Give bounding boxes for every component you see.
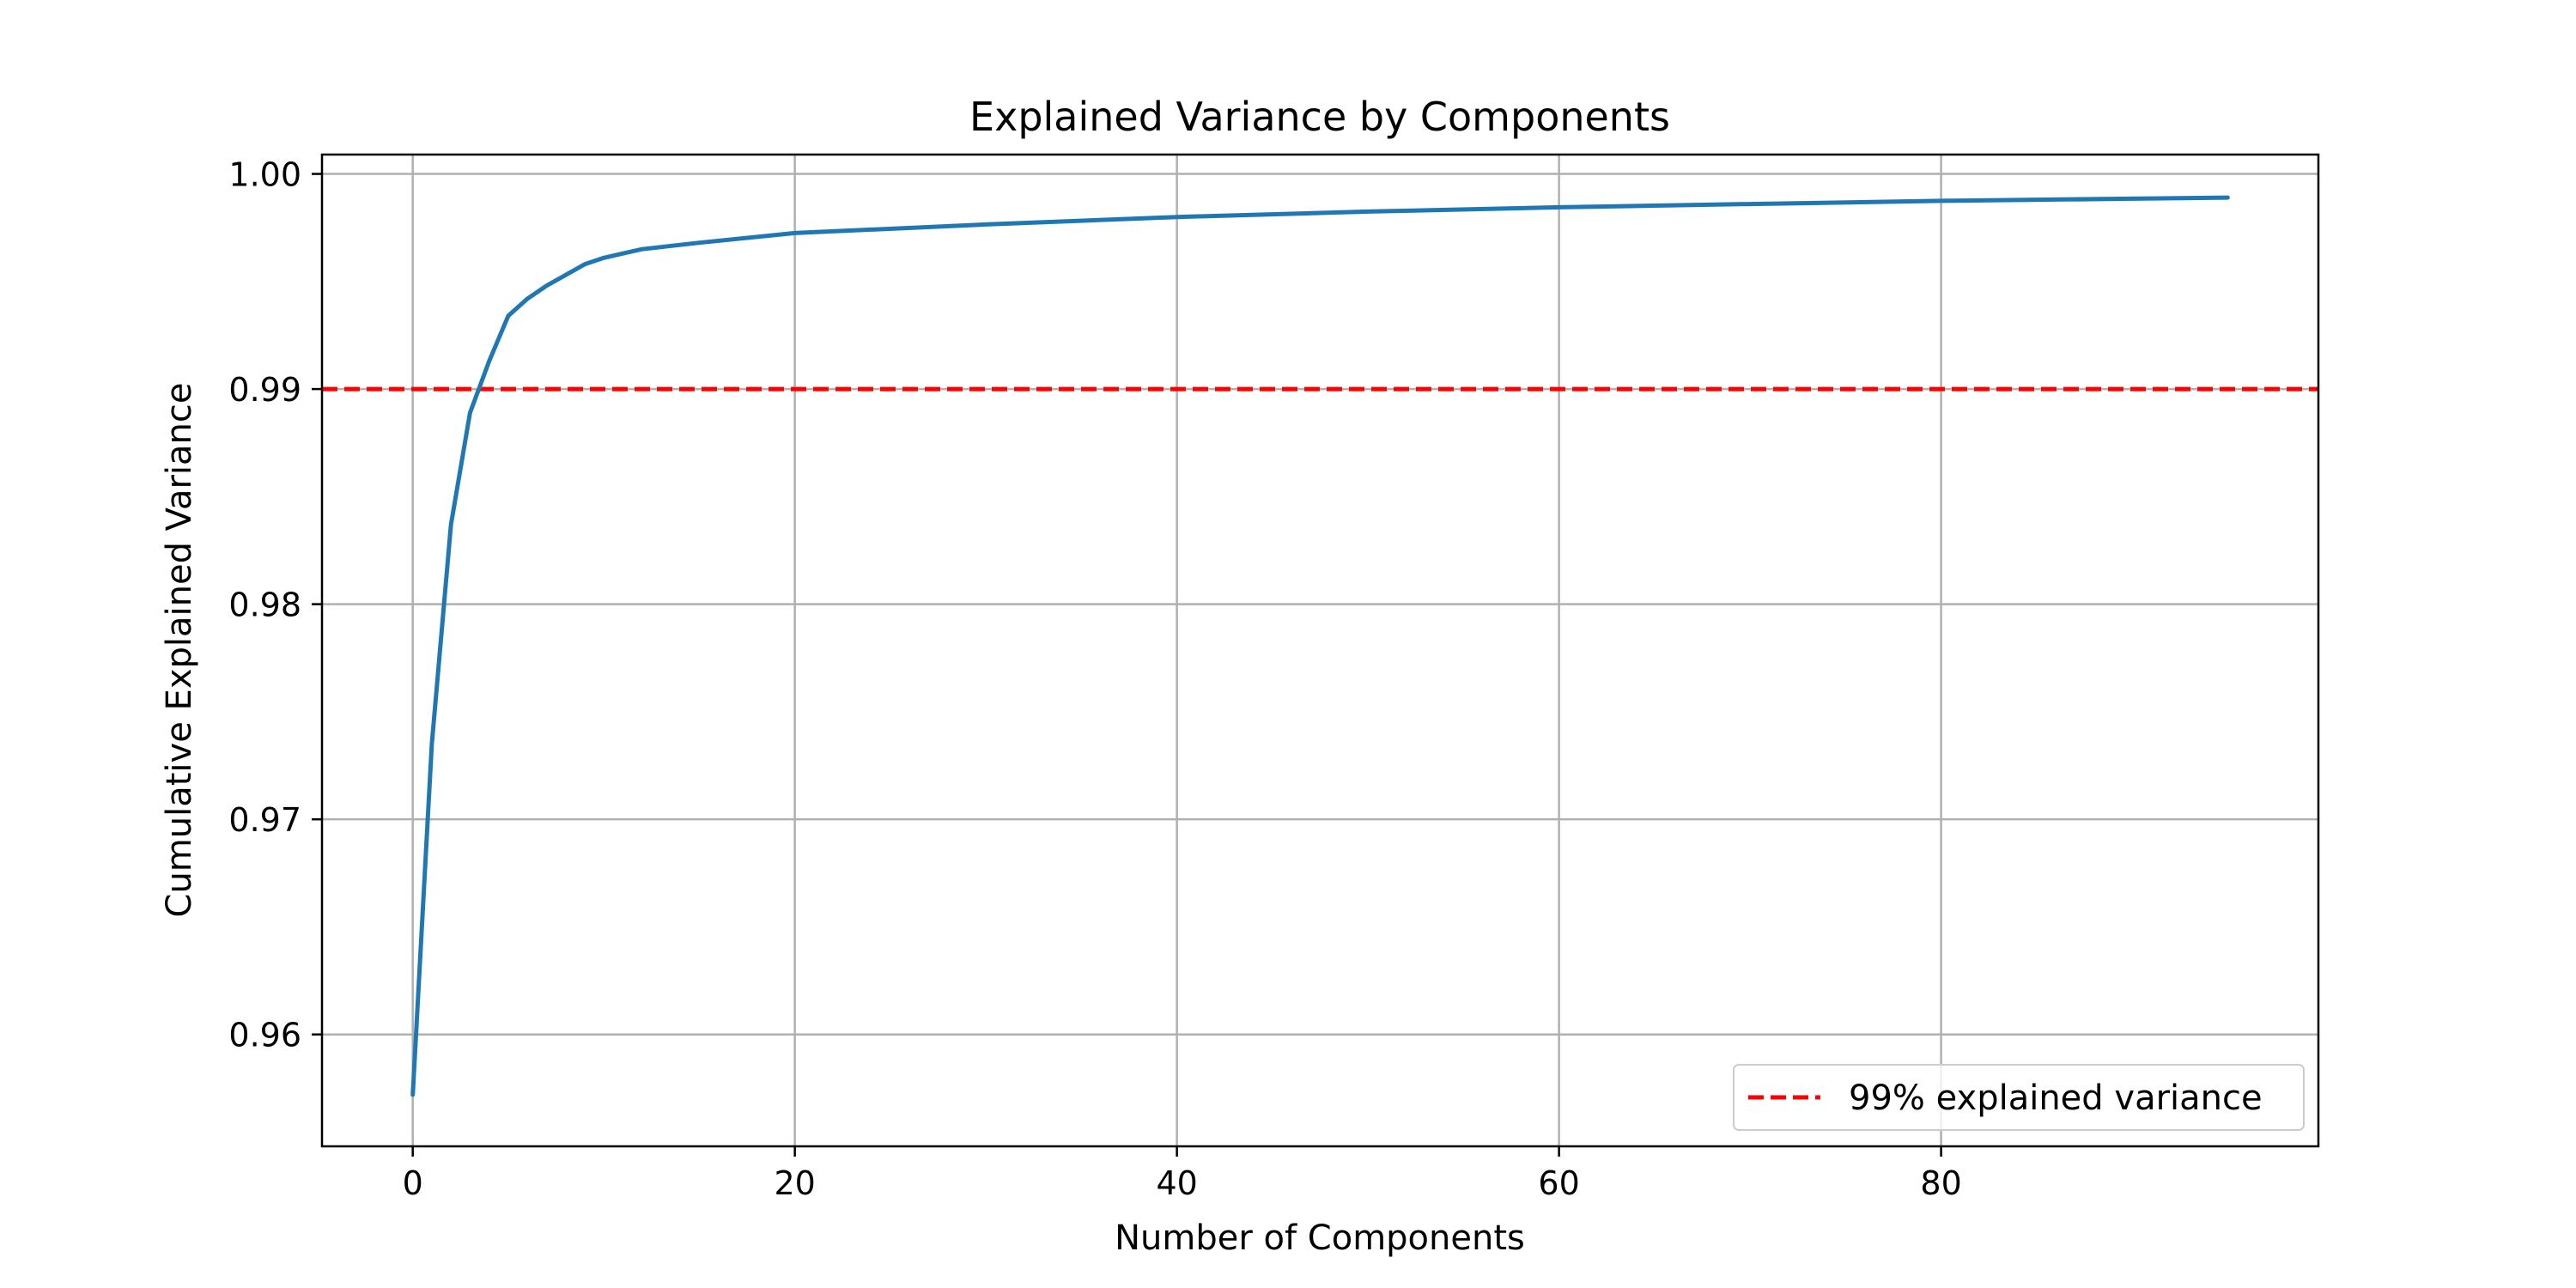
legend: 99% explained variance bbox=[1733, 1064, 2305, 1131]
x-axis-ticks: 0 20 40 60 80 bbox=[403, 1146, 1962, 1202]
x-axis-label: Number of Components bbox=[1115, 1218, 1525, 1258]
y-tick-label: 0.99 bbox=[228, 371, 301, 409]
plot-lines bbox=[322, 195, 2318, 1097]
legend-label: 99% explained variance bbox=[1849, 1078, 2263, 1118]
x-tick-label: 0 bbox=[403, 1164, 423, 1202]
x-tick-label: 20 bbox=[774, 1164, 815, 1202]
x-tick-label: 80 bbox=[1920, 1164, 1961, 1202]
x-tick-label: 40 bbox=[1156, 1164, 1197, 1202]
chart-title: Explained Variance by Components bbox=[969, 94, 1670, 140]
grid bbox=[322, 155, 2318, 1146]
legend-box bbox=[1733, 1064, 2305, 1131]
y-tick-label: 0.96 bbox=[228, 1017, 301, 1054]
y-tick-label: 0.97 bbox=[228, 801, 301, 839]
y-axis-ticks: 0.96 0.97 0.98 0.99 1.00 bbox=[228, 156, 322, 1054]
x-tick-label: 60 bbox=[1538, 1164, 1579, 1202]
y-axis-label: Cumulative Explained Variance bbox=[160, 383, 199, 918]
series-line-cumulative-variance bbox=[410, 195, 2230, 1097]
plot-frame bbox=[320, 153, 2320, 1148]
y-tick-label: 0.98 bbox=[228, 586, 301, 624]
y-tick-label: 1.00 bbox=[228, 156, 301, 194]
